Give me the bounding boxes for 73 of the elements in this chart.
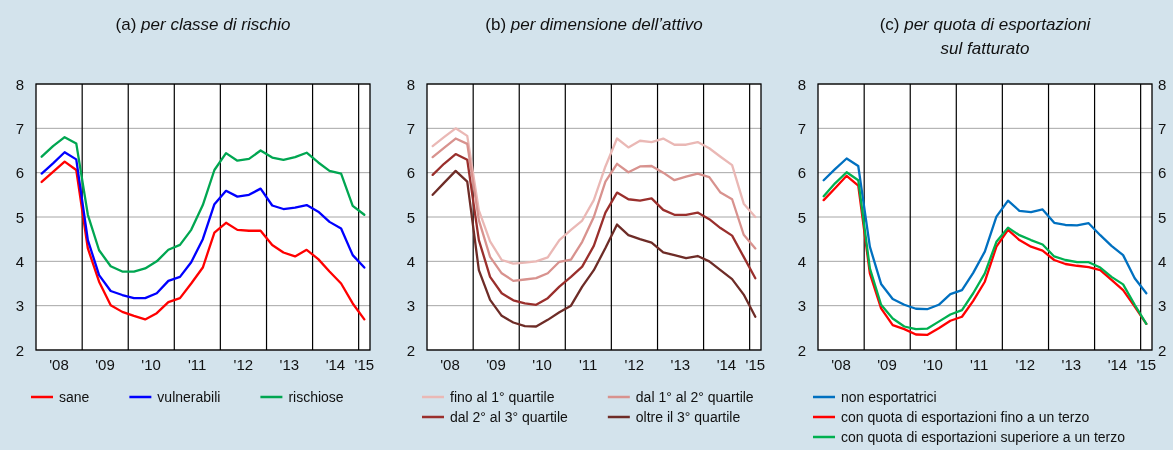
x-tick-label: '10 [532,356,552,373]
legend-label: fino al 1° quartile [450,389,555,405]
y-tick-label: 2 [797,341,806,359]
x-tick-label: '14 [1107,356,1128,373]
x-tick-label: '10 [141,356,161,373]
x-tick-label: '13 [670,356,691,373]
y2-tick-label: 2 [1158,341,1167,359]
x-tick-label: '13 [279,356,300,373]
legend-label: sane [59,389,90,405]
y-tick-label: 4 [15,252,24,270]
legend-label: con quota di esportazioni superiore a un terzo [841,429,1126,445]
y2-tick-label: 7 [1158,119,1167,137]
legend-label: con quota di esportazioni fino a un terzo [841,409,1090,425]
line-series [431,169,757,328]
line-series [431,137,757,282]
y-tick-label: 5 [797,208,806,226]
y-tick-label: 7 [797,119,806,137]
legend-label: dal 2° al 3° quartile [450,409,569,425]
line-series [431,127,757,265]
y-tick-label: 8 [15,75,24,93]
y-tick-label: 6 [797,164,806,182]
x-tick-label: '09 [95,356,115,373]
y2-tick-label: 5 [1158,208,1167,226]
x-tick-label: '13 [1061,356,1082,373]
y-tick-label: 7 [406,119,415,137]
x-tick-label: '15 [745,356,766,373]
chart-title: (b) per dimensione dell’attivo [485,15,703,34]
y-tick-label: 2 [15,341,24,359]
x-tick-label: '08 [440,356,460,373]
line-series [40,136,366,273]
legend-label: dal 1° al 2° quartile [635,389,754,405]
y-tick-label: 3 [15,297,24,315]
x-tick-label: '11 [578,356,598,373]
x-tick-label: '14 [325,356,346,373]
y2-tick-label: 3 [1158,297,1167,315]
x-tick-label: '11 [969,356,989,373]
y2-tick-label: 6 [1158,164,1167,182]
x-tick-label: '09 [877,356,897,373]
y-tick-label: 3 [406,297,415,315]
x-tick-label: '08 [831,356,851,373]
line-series [431,152,757,306]
x-tick-label: '12 [624,356,645,373]
x-tick-label: '15 [354,356,375,373]
x-tick-label: '12 [233,356,254,373]
y-tick-label: 6 [406,164,415,182]
y-tick-label: 6 [15,164,24,182]
line-series [40,151,366,300]
line-series [822,157,1148,311]
x-tick-label: '15 [1136,356,1157,373]
legend-label: rischiose [288,389,344,405]
y-tick-label: 8 [797,75,806,93]
y-tick-label: 8 [406,75,415,93]
legend-label: vulnerabili [157,389,221,405]
x-tick-label: '09 [486,356,506,373]
x-tick-label: '12 [1015,356,1036,373]
y2-tick-label: 8 [1158,75,1167,93]
y-tick-label: 3 [797,297,806,315]
x-tick-label: '10 [923,356,943,373]
line-series [40,160,366,321]
x-tick-label: '08 [49,356,69,373]
chart-title: (c) per quota di esportazioni sul fatturato [879,15,1091,58]
y-tick-label: 7 [15,119,24,137]
chart-title: (a) per classe di rischio [115,15,291,34]
y-tick-label: 2 [406,341,415,359]
legend-label: non esportatrici [841,389,937,405]
y-tick-label: 4 [797,252,806,270]
x-tick-label: '11 [187,356,207,373]
x-tick-label: '14 [716,356,737,373]
y-tick-label: 5 [15,208,24,226]
y-tick-label: 5 [406,208,415,226]
y-tick-label: 4 [406,252,415,270]
legend-label: oltre il 3° quartile [635,409,741,425]
y2-tick-label: 4 [1158,252,1167,270]
